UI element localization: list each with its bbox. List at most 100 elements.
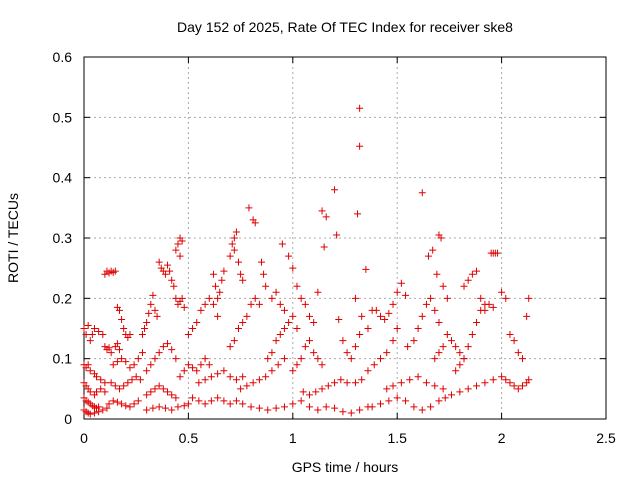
data-point: [404, 343, 412, 351]
data-point: [376, 400, 384, 408]
data-point: [477, 294, 485, 302]
data-point: [201, 300, 209, 308]
data-point: [226, 400, 234, 408]
data-point: [347, 409, 355, 417]
data-point: [247, 403, 255, 411]
data-point: [232, 397, 240, 405]
data-point: [452, 367, 460, 375]
data-point: [124, 379, 132, 387]
data-point: [172, 355, 180, 363]
data-point: [84, 361, 92, 369]
data-point: [383, 349, 391, 357]
data-point: [247, 300, 255, 308]
data-point: [331, 186, 339, 194]
data-point: [216, 288, 224, 296]
data-point: [255, 300, 263, 308]
data-point: [368, 403, 376, 411]
data-point: [239, 276, 247, 284]
data-point: [118, 400, 126, 408]
data-point: [441, 394, 449, 402]
data-point: [406, 376, 414, 384]
data-point: [435, 397, 443, 405]
data-point: [120, 382, 128, 390]
data-point: [212, 282, 220, 290]
data-point: [435, 349, 443, 357]
data-point: [456, 388, 464, 396]
data-point: [280, 325, 288, 332]
data-point: [168, 406, 176, 414]
data-point: [235, 258, 243, 266]
data-point: [514, 349, 522, 357]
data-point: [161, 270, 169, 278]
x-tick-label: 0: [80, 430, 88, 446]
data-point: [422, 300, 430, 308]
data-point: [220, 367, 228, 375]
data-point: [84, 321, 92, 329]
x-tick-label: 1: [289, 430, 297, 446]
data-point: [245, 204, 253, 212]
data-point: [122, 402, 130, 410]
data-point: [145, 309, 153, 317]
data-point: [151, 306, 159, 314]
data-point: [161, 404, 169, 412]
data-point: [289, 264, 297, 272]
data-point: [209, 300, 217, 308]
data-point: [105, 400, 113, 408]
data-point: [268, 294, 276, 302]
data-point: [174, 240, 182, 248]
data-point: [172, 246, 180, 254]
data-point: [260, 270, 268, 278]
data-point: [107, 349, 115, 357]
data-point: [143, 367, 151, 375]
data-point: [397, 279, 405, 287]
data-point: [174, 403, 182, 411]
data-point: [306, 403, 314, 411]
data-point: [447, 391, 455, 399]
data-point: [393, 325, 401, 332]
data-point: [514, 385, 522, 393]
data-point: [264, 355, 272, 363]
data-point: [489, 376, 497, 384]
data-point: [397, 379, 405, 387]
data-point: [207, 373, 215, 381]
data-point: [147, 361, 155, 369]
data-point: [184, 361, 192, 369]
data-point: [235, 325, 243, 332]
data-point: [226, 373, 234, 381]
data-point: [128, 376, 136, 384]
x-tick-label: 2.5: [596, 430, 616, 446]
data-point: [362, 265, 370, 273]
data-point: [122, 358, 130, 366]
data-point: [510, 337, 518, 345]
data-point: [239, 400, 247, 408]
data-point: [226, 343, 234, 351]
data-point: [498, 288, 506, 296]
data-point: [172, 394, 180, 402]
data-point: [439, 343, 447, 351]
x-axis-label: GPS time / hours: [292, 459, 399, 475]
y-axis-label: ROTI / TECUs: [5, 193, 21, 283]
data-point: [502, 376, 510, 384]
data-point: [468, 331, 476, 339]
data-point: [333, 231, 341, 239]
data-point: [230, 234, 238, 242]
data-point: [489, 303, 497, 311]
data-point: [214, 370, 222, 378]
data-point: [255, 376, 263, 384]
data-point: [289, 312, 297, 320]
data-point: [101, 379, 109, 387]
data-point: [433, 270, 441, 278]
data-point: [335, 315, 343, 323]
grid-lines: [84, 57, 606, 419]
data-point: [339, 408, 347, 416]
data-point: [452, 343, 460, 351]
data-point: [178, 294, 186, 302]
data-point: [201, 376, 209, 384]
data-point: [164, 340, 172, 348]
data-point: [278, 240, 286, 248]
data-point: [130, 361, 138, 369]
data-point: [456, 349, 464, 357]
data-point: [97, 385, 105, 393]
data-point: [226, 252, 234, 260]
data-point: [90, 409, 98, 417]
